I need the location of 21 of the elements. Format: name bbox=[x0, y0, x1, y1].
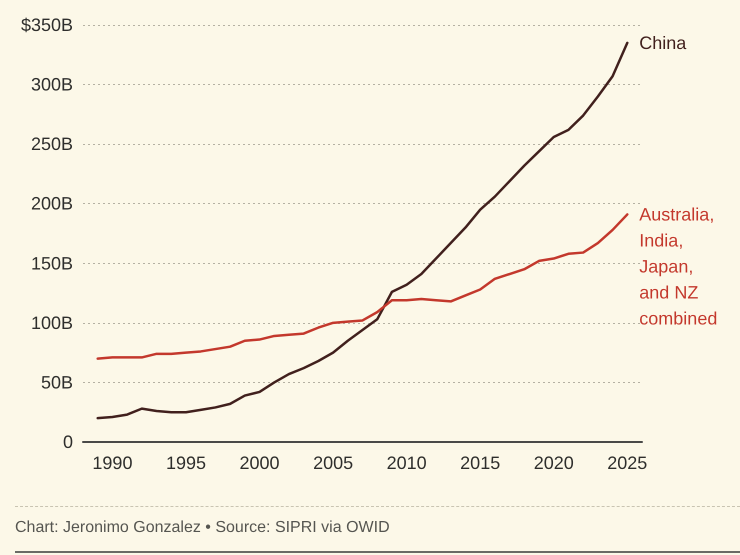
line-series bbox=[96, 213, 629, 360]
y-tick-label: 50B bbox=[40, 372, 73, 392]
y-tick-label: 200B bbox=[30, 194, 73, 214]
y-tick-label: 0 bbox=[62, 432, 73, 452]
x-tick-label: 2005 bbox=[313, 453, 354, 473]
x-tick-label: 2025 bbox=[607, 453, 648, 473]
x-tick-label: 1990 bbox=[92, 453, 132, 473]
y-tick-label: 300B bbox=[30, 74, 73, 95]
y-tick-label: $350B bbox=[20, 15, 73, 35]
y-tick-label: 250B bbox=[30, 134, 73, 154]
x-tick-label: 2000 bbox=[240, 453, 280, 473]
series-label: Australia, India, Japan, and NZ combined bbox=[639, 204, 720, 328]
text: Chart: Jeronimo Gonzalez • Source: SIPRI via OWID bbox=[15, 519, 391, 537]
x-tick-label: 2010 bbox=[386, 453, 427, 473]
line-series bbox=[96, 42, 629, 420]
x-tick-label: 2015 bbox=[460, 453, 500, 473]
x-tick-label: 1995 bbox=[166, 453, 206, 473]
y-tick-label: 100B bbox=[30, 312, 73, 333]
y-tick-label: 150B bbox=[30, 253, 73, 274]
x-tick-label: 2020 bbox=[534, 453, 574, 473]
series-label: China bbox=[639, 32, 688, 53]
